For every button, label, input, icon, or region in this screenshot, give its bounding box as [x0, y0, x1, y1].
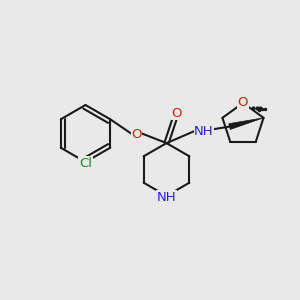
- Text: Cl: Cl: [79, 157, 92, 170]
- Text: O: O: [238, 95, 248, 109]
- Text: O: O: [172, 106, 182, 120]
- Polygon shape: [229, 118, 263, 130]
- Text: NH: NH: [194, 124, 214, 138]
- Text: O: O: [131, 128, 142, 142]
- Text: NH: NH: [157, 191, 176, 204]
